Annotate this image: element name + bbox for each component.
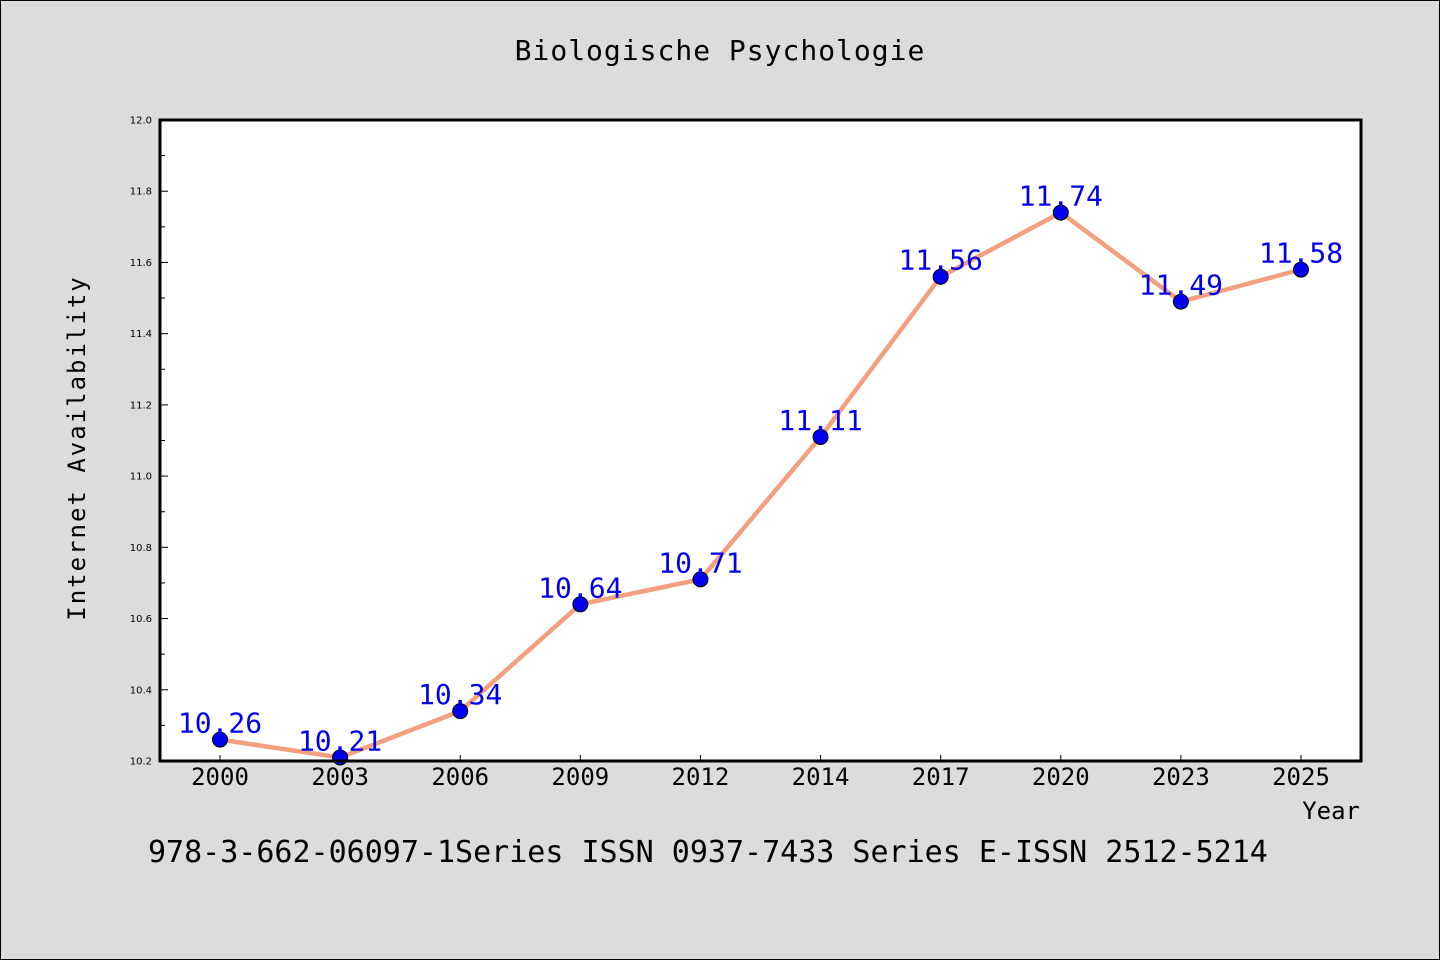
data-label: 11.58	[1259, 237, 1343, 270]
series-line	[219, 210, 1302, 760]
x-tick-label: 2000	[191, 763, 249, 791]
y-tick-label: 12.0	[130, 116, 152, 127]
data-label: 10.64	[538, 571, 622, 604]
data-label: 11.49	[1139, 269, 1223, 302]
data-label: 11.56	[899, 244, 983, 277]
x-tick-label: 2012	[672, 763, 730, 791]
y-tick-label: 11.2	[130, 400, 152, 411]
data-label: 10.21	[298, 724, 382, 757]
data-point	[1172, 293, 1189, 310]
y-tick-label: 11.6	[130, 258, 152, 269]
data-point	[692, 571, 709, 588]
x-tick-label: 2023	[1152, 763, 1210, 791]
x-tick-label: 2025	[1272, 763, 1330, 791]
x-tick-label: 2017	[912, 763, 970, 791]
data-label: 11.11	[778, 404, 862, 437]
data-point	[1052, 204, 1069, 221]
x-axis-label: Year	[1302, 797, 1360, 825]
data-label: 10.34	[418, 678, 502, 711]
plot-frame	[158, 118, 1363, 763]
plot-area	[160, 120, 1361, 761]
y-tick-label: 10.2	[130, 757, 152, 768]
data-point	[1293, 261, 1309, 278]
data-point	[572, 596, 589, 613]
data-point	[812, 428, 829, 445]
y-tick-label: 11.4	[130, 329, 152, 340]
y-tick-label: 11.0	[130, 472, 152, 483]
x-tick-label: 2006	[431, 763, 489, 791]
data-label: 10.71	[658, 546, 742, 579]
x-tick-label: 2009	[551, 763, 609, 791]
data-label: 11.74	[1019, 180, 1103, 213]
data-label: 10.26	[178, 707, 262, 740]
y-tick-label: 10.6	[130, 614, 152, 625]
data-point	[452, 703, 469, 720]
y-tick-label: 10.8	[130, 543, 152, 554]
x-tick-label: 2014	[792, 763, 850, 791]
data-point	[932, 268, 949, 285]
footer-note: 978-3-662-06097-1Series ISSN 0937-7433 S…	[148, 835, 1268, 870]
x-tick-label: 2003	[311, 763, 369, 791]
y-tick-label: 10.4	[130, 685, 152, 696]
data-point	[212, 731, 228, 748]
y-axis-label: Internet Availability	[63, 275, 91, 621]
chart-title: Biologische Psychologie	[514, 34, 926, 67]
x-tick-label: 2020	[1032, 763, 1090, 791]
y-tick-label: 11.8	[130, 187, 152, 198]
